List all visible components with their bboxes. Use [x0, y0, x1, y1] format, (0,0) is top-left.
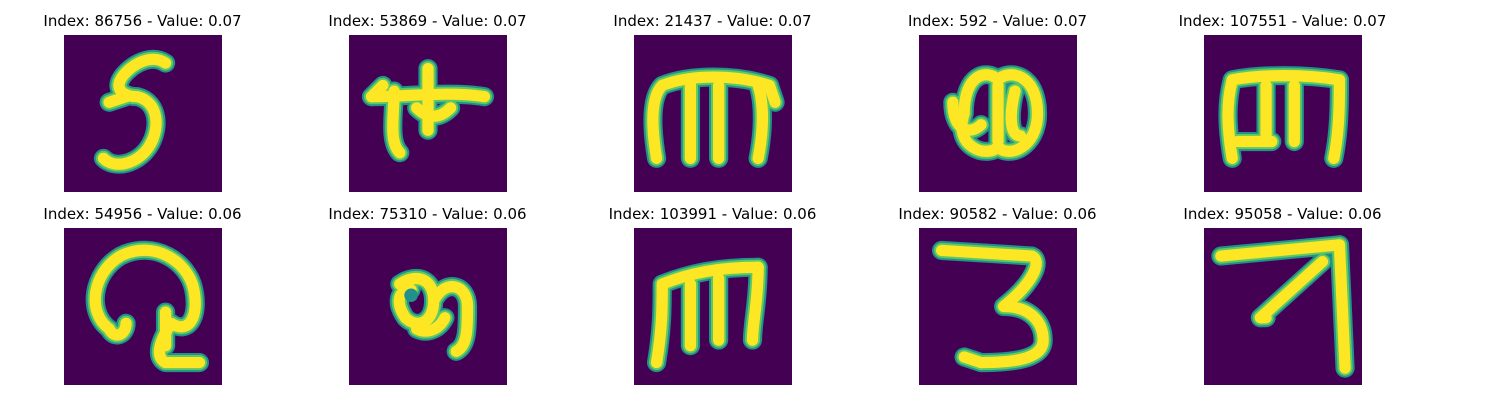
panel-title: Index: 86756 - Value: 0.07: [43, 12, 242, 30]
glyph-dot: [404, 288, 418, 303]
hook-loop-glyph: [64, 228, 222, 385]
panel-0: Index: 86756 - Value: 0.07: [0, 0, 285, 192]
glyph-stroke: [1254, 256, 1329, 324]
panel-title: Index: 107551 - Value: 0.07: [1178, 12, 1387, 30]
panel-3: Index: 592 - Value: 0.07: [855, 0, 1140, 192]
round-hook-glyph: [349, 228, 507, 385]
panel-5: Index: 54956 - Value: 0.06: [0, 193, 285, 385]
panel-title: Index: 75310 - Value: 0.06: [328, 205, 527, 223]
glyph-stroke: [647, 71, 776, 164]
panel-6: Index: 75310 - Value: 0.06: [285, 193, 570, 385]
glyph-stroke: [1005, 85, 1027, 142]
glyph-stroke: [365, 79, 389, 103]
cross-shaped-glyph: [349, 35, 507, 192]
panel-9: Index: 95058 - Value: 0.06: [1140, 193, 1425, 385]
glyph-stroke: [935, 244, 1049, 369]
m-shaped-glyph: [1204, 35, 1362, 192]
panel-title: Index: 592 - Value: 0.07: [907, 12, 1088, 30]
double-loop-glyph: [919, 35, 1077, 192]
panel-title: Index: 103991 - Value: 0.06: [608, 205, 817, 223]
glyph-stroke: [103, 91, 132, 108]
glyph-stroke: [97, 53, 172, 170]
glyph-stroke: [746, 261, 764, 346]
digit-3-glyph: [919, 228, 1077, 385]
digit-5-glyph: [64, 35, 222, 192]
glyph-stroke: [103, 317, 132, 341]
m-shaped-glyph: [634, 35, 792, 192]
glyph-stroke: [411, 102, 457, 122]
panel-title: Index: 54956 - Value: 0.06: [43, 205, 242, 223]
arrow-up-right-glyph: [1204, 228, 1362, 385]
glyph-stroke: [89, 244, 201, 335]
glyph-stroke: [393, 272, 440, 329]
panel-title: Index: 21437 - Value: 0.07: [613, 12, 812, 30]
panel-7: Index: 103991 - Value: 0.06: [570, 193, 855, 385]
glyph-stroke: [387, 85, 406, 159]
glyph-stroke: [1333, 239, 1351, 374]
glyph-stroke: [428, 281, 474, 357]
panel-8: Index: 90582 - Value: 0.06: [855, 193, 1140, 385]
glyph-stroke: [411, 312, 451, 337]
panel-2: Index: 21437 - Value: 0.07: [570, 0, 855, 192]
glyph-stroke: [1215, 239, 1346, 262]
glyph-stroke: [763, 79, 781, 108]
panel-title: Index: 53869 - Value: 0.07: [328, 12, 527, 30]
panel-title: Index: 90582 - Value: 0.06: [898, 205, 1097, 223]
m-shaped-glyph: [634, 228, 792, 385]
glyph-stroke: [650, 261, 764, 369]
glyph-stroke: [958, 351, 987, 369]
panel-title: Index: 95058 - Value: 0.06: [1183, 205, 1382, 223]
glyph-stroke: [1222, 70, 1346, 164]
glyph-stroke: [947, 96, 987, 136]
panel-4: Index: 107551 - Value: 0.07: [1140, 0, 1425, 192]
glyph-stroke: [752, 79, 768, 164]
panel-1: Index: 53869 - Value: 0.07: [285, 0, 570, 192]
glyph-stroke: [956, 69, 1044, 157]
glyph-stroke: [1328, 74, 1346, 164]
